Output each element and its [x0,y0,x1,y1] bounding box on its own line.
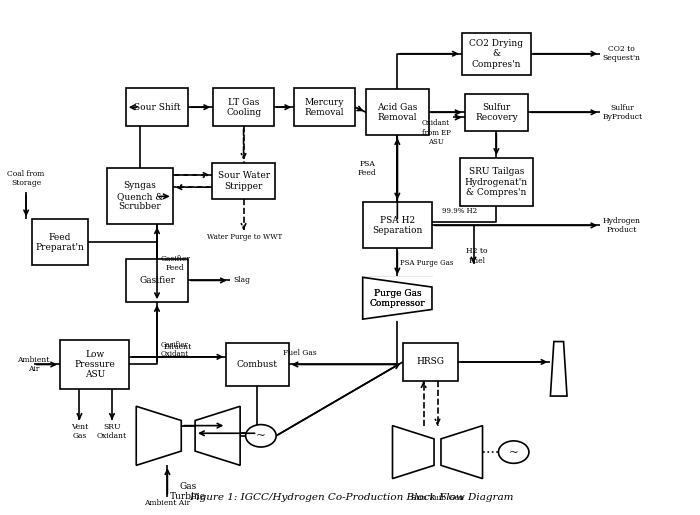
Bar [366,90,428,135]
Polygon shape [441,425,482,478]
Bar [213,88,274,126]
Bar [465,94,528,131]
Bar [460,158,533,207]
Text: PSA Purge Gas: PSA Purge Gas [400,259,454,267]
Text: Gasifier
Feed: Gasifier Feed [160,255,190,272]
Text: Hydrogen
Product: Hydrogen Product [602,217,640,234]
Polygon shape [195,406,240,466]
Text: Sulfur
ByProduct: Sulfur ByProduct [602,104,643,121]
Bar [462,33,531,75]
Circle shape [246,424,276,447]
Bar [226,343,288,386]
Text: Sulfur
Recovery: Sulfur Recovery [475,102,518,122]
Bar [212,163,275,199]
Bar [294,88,355,126]
Text: PSA H2
Separation: PSA H2 Separation [372,216,423,235]
Bar [107,168,173,225]
Text: Syngas
Quench &
Scrubber: Syngas Quench & Scrubber [116,181,163,211]
Polygon shape [550,341,567,396]
Text: PSA
Feed: PSA Feed [358,160,377,178]
Polygon shape [393,425,434,478]
Bar [126,259,188,302]
Text: Figure 1: IGCC/Hydrogen Co-Production Block Flow Diagram: Figure 1: IGCC/Hydrogen Co-Production Bl… [189,493,513,502]
Text: Purge Gas
Compressor: Purge Gas Compressor [370,288,425,308]
Text: LT Gas
Cooling: LT Gas Cooling [226,97,261,117]
Text: Diluent: Diluent [164,342,192,351]
Text: SRU Tailgas
Hydrogenat'n
& Compres'n: SRU Tailgas Hydrogenat'n & Compres'n [465,167,528,197]
Text: CO2 to
Sequest'n: CO2 to Sequest'n [602,45,640,62]
Text: Coal from
Storage: Coal from Storage [8,170,45,187]
Bar [363,278,432,319]
Text: Fuel Gas: Fuel Gas [283,349,316,357]
Text: Water Purge to WWT: Water Purge to WWT [207,233,283,241]
Text: Ambient Air: Ambient Air [144,500,190,507]
Text: HRSG: HRSG [416,357,444,367]
Text: Feed
Preparat'n: Feed Preparat'n [36,232,85,252]
Text: H2 to
Fuel: H2 to Fuel [466,247,488,265]
Polygon shape [136,406,181,466]
Bar [363,202,432,248]
Text: ~: ~ [256,430,266,442]
Text: Sour Water
Stripper: Sour Water Stripper [218,171,270,191]
Bar [403,343,459,381]
Bar [363,278,432,319]
Text: Vent
Gas: Vent Gas [71,423,88,440]
Text: 99.9% H2: 99.9% H2 [442,207,477,215]
Text: Stm Tuib Gen: Stm Tuib Gen [411,494,464,502]
Text: SRU
Oxidant: SRU Oxidant [97,423,127,440]
Text: Gasifier: Gasifier [139,276,175,285]
Text: Gasifier
Oxidant: Gasifier Oxidant [160,341,188,358]
Text: Combust: Combust [237,360,278,369]
Text: Gas
Turbine: Gas Turbine [170,482,206,501]
Bar [32,219,88,265]
Text: Ambient
Air: Ambient Air [17,356,50,373]
Text: Slag: Slag [233,277,250,284]
Text: CO2 Drying
&
Compres'n: CO2 Drying & Compres'n [470,39,524,68]
Bar [126,88,188,126]
Circle shape [498,441,529,464]
Text: Sour Shift: Sour Shift [134,102,181,112]
Bar [60,339,130,389]
Text: ~: ~ [509,445,519,459]
Text: Mercury
Removal: Mercury Removal [305,97,344,117]
Text: Oxidant
from EP
ASU: Oxidant from EP ASU [421,119,451,146]
Text: Acid Gas
Removal: Acid Gas Removal [377,102,417,122]
Text: Low
Pressure
ASU: Low Pressure ASU [74,350,115,380]
Polygon shape [363,278,432,319]
Text: Purge Gas
Compressor: Purge Gas Compressor [370,288,425,308]
